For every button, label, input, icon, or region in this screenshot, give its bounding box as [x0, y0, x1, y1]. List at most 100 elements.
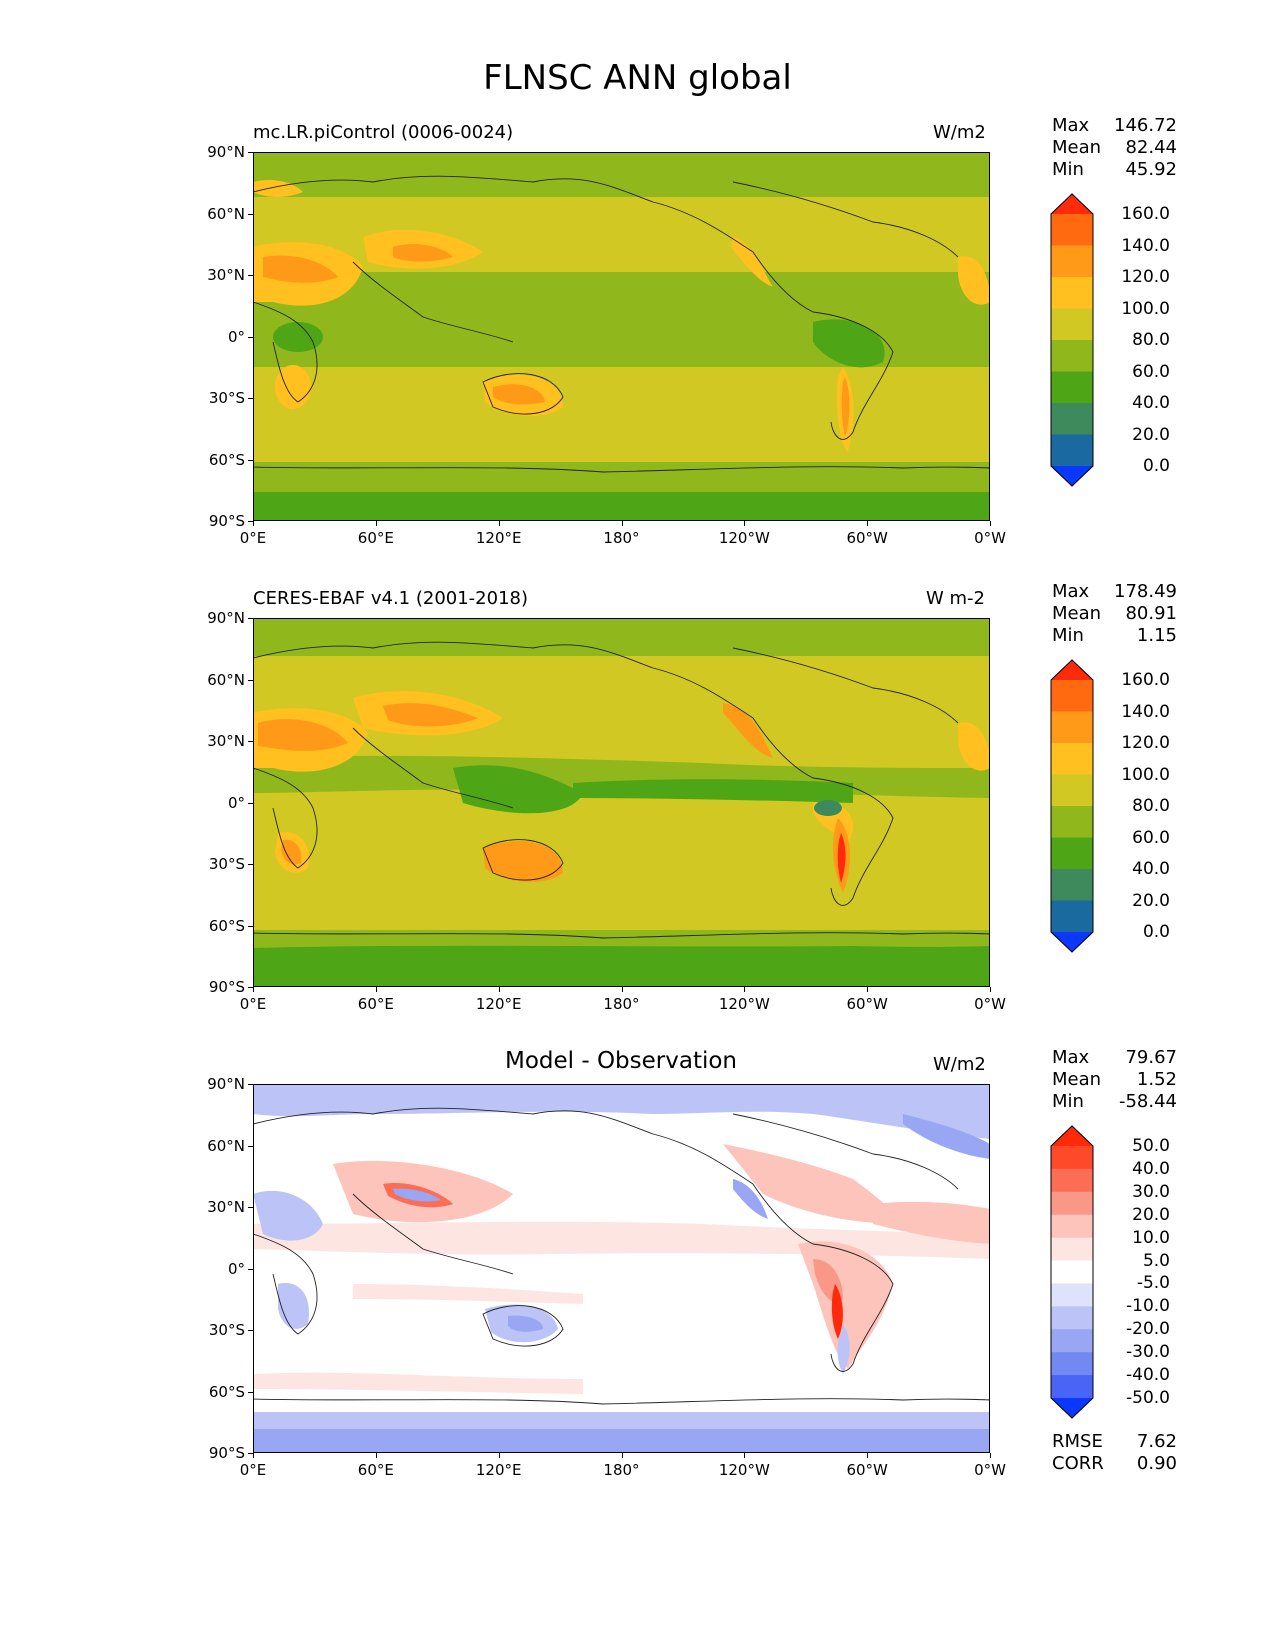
x-tick-mark — [621, 521, 623, 526]
x-tick-mark — [744, 521, 746, 526]
colorbar — [1050, 1125, 1094, 1419]
y-tick-label: 60°N — [207, 670, 245, 689]
colorbar-segment — [1051, 371, 1093, 404]
colorbar-tick-label: -30.0 — [1126, 1342, 1170, 1363]
colorbar-tick-label: 140.0 — [1121, 701, 1170, 722]
colorbar-tick-label: 30.0 — [1132, 1181, 1170, 1202]
colorbar-tick-label: 140.0 — [1121, 235, 1170, 256]
colorbar-segment — [1051, 680, 1093, 712]
footer-metrics: RMSE 7.62 CORR 0.90 — [1052, 1431, 1177, 1475]
colorbar-tick-label: 160.0 — [1121, 670, 1170, 690]
x-tick-label: 60°E — [357, 529, 394, 547]
y-tick-mark — [248, 398, 253, 399]
colorbar-tick-label: -40.0 — [1126, 1365, 1170, 1386]
map-frame — [253, 1084, 990, 1453]
colorbar-tick-label: -50.0 — [1126, 1388, 1170, 1408]
colorbar-extend-min — [1051, 932, 1093, 952]
x-tick-label: 120°W — [718, 1461, 770, 1479]
y-tick-label: 60°N — [207, 204, 245, 223]
panel-units: W/m2 — [933, 1054, 986, 1075]
x-tick-mark — [375, 1453, 377, 1458]
colorbar-tick-label: 80.0 — [1132, 330, 1170, 350]
y-tick-mark — [248, 1268, 253, 1270]
colorbar-segment — [1051, 1146, 1093, 1170]
corr-value: 0.90 — [1136, 1453, 1177, 1474]
y-tick-mark — [248, 802, 253, 804]
x-tick-label: 120°E — [475, 1461, 522, 1479]
colorbar-tick-label: -20.0 — [1126, 1319, 1170, 1340]
colorbar — [1050, 659, 1094, 953]
colorbar-tick-label: 20.0 — [1132, 890, 1170, 911]
y-tick-mark — [248, 1145, 253, 1147]
y-tick-label: 30°N — [207, 1198, 245, 1216]
colorbar-segment — [1051, 403, 1093, 435]
colorbar-tick-label: 10.0 — [1132, 1227, 1170, 1248]
y-tick-mark — [248, 1330, 253, 1331]
x-tick-label: 0°W — [974, 995, 1006, 1013]
colorbar-tick-label: 120.0 — [1121, 267, 1170, 287]
colorbar-segment — [1051, 1375, 1093, 1399]
y-tick-mark — [248, 275, 253, 276]
colorbar-segment — [1051, 1191, 1093, 1216]
map-frame — [253, 618, 990, 987]
x-tick-mark — [744, 987, 746, 992]
y-tick-label: 90°S — [208, 512, 245, 530]
y-tick-mark — [248, 864, 253, 865]
map-model — [253, 152, 990, 521]
x-tick-mark — [744, 1453, 746, 1458]
y-tick-label: 60°S — [208, 450, 245, 469]
y-tick-mark — [248, 679, 253, 681]
x-tick-mark — [990, 1453, 991, 1458]
colorbar-extend-min — [1051, 1398, 1093, 1418]
colorbar-tick-label: 20.0 — [1132, 1204, 1170, 1225]
colorbar-segment — [1051, 1329, 1093, 1353]
stats-difference: Max 79.67 Mean 1.52 Min -58.44 — [1052, 1047, 1177, 1113]
y-tick-mark — [248, 1391, 253, 1393]
y-tick-label: 90°S — [208, 978, 245, 996]
stat-max: 79.67 — [1125, 1047, 1177, 1068]
y-tick-mark — [248, 925, 253, 927]
colorbar-segment — [1051, 711, 1093, 744]
colorbar-tick-label: 40.0 — [1132, 393, 1170, 413]
panel-title: Model - Observation — [504, 1048, 738, 1074]
colorbar-extend-min — [1051, 466, 1093, 486]
y-tick-mark — [248, 1453, 253, 1454]
colorbar-segment — [1051, 1260, 1093, 1284]
stat-mean-label: Mean — [1052, 137, 1102, 158]
x-tick-mark — [253, 521, 254, 526]
y-tick-mark — [248, 521, 253, 522]
x-tick-label: 0°E — [239, 995, 267, 1013]
colorbar-tick-label: 40.0 — [1132, 1158, 1170, 1179]
y-tick-label: 90°N — [207, 609, 245, 627]
y-tick-label: 90°N — [207, 1075, 245, 1093]
x-tick-label: 120°W — [718, 529, 770, 547]
colorbar-tick-label: 5.0 — [1142, 1250, 1170, 1271]
x-tick-mark — [867, 521, 869, 526]
x-tick-label: 120°E — [475, 995, 522, 1013]
colorbar-segment — [1051, 308, 1093, 341]
x-tick-mark — [253, 1453, 254, 1458]
stat-mean: 82.44 — [1125, 137, 1177, 158]
y-tick-label: 30°S — [208, 389, 245, 407]
x-tick-label: 0°W — [974, 1461, 1006, 1479]
y-tick-label: 30°N — [207, 266, 245, 284]
x-tick-mark — [498, 521, 500, 526]
x-tick-mark — [621, 987, 623, 992]
colorbar-tick-label: 120.0 — [1121, 733, 1170, 753]
colorbar-tick-label: 20.0 — [1132, 424, 1170, 445]
y-tick-mark — [248, 1207, 253, 1208]
colorbar-segment — [1051, 1306, 1093, 1330]
y-tick-mark — [248, 152, 253, 153]
stat-min: -58.44 — [1118, 1091, 1177, 1112]
y-tick-mark — [248, 987, 253, 988]
stat-max-label: Max — [1052, 115, 1090, 136]
y-tick-label: 90°S — [208, 1444, 245, 1462]
x-tick-label: 60°E — [357, 995, 394, 1013]
colorbar-segment — [1051, 743, 1093, 775]
colorbar-segment — [1051, 900, 1093, 933]
panel-units: W/m2 — [933, 122, 986, 143]
x-tick-label: 0°E — [239, 529, 267, 547]
stat-mean-label: Mean — [1052, 603, 1102, 624]
colorbar-tick-label: 50.0 — [1132, 1136, 1170, 1156]
x-tick-mark — [375, 987, 377, 992]
